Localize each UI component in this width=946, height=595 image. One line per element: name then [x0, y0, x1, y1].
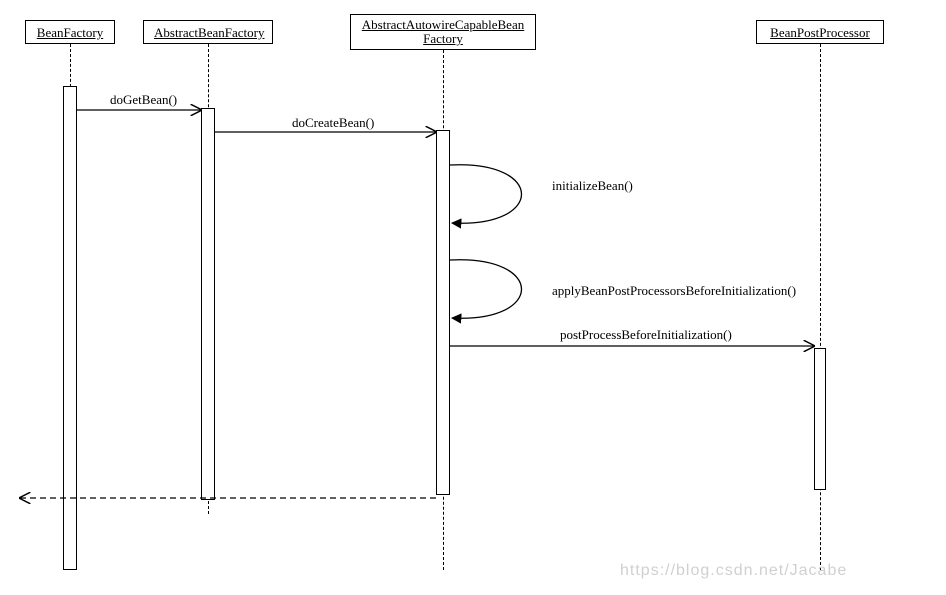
- lifeline-p4: [820, 44, 821, 570]
- participant-box-abstract-bean-factory: AbstractBeanFactory: [143, 20, 273, 44]
- participant-box-bean-post-processor: BeanPostProcessor: [756, 20, 884, 44]
- msg-label-post-process-before-init: postProcessBeforeInitialization(): [560, 327, 732, 343]
- msg-label-do-create-bean: doCreateBean(): [292, 115, 374, 131]
- participant-label: AbstractBeanFactory: [154, 25, 264, 40]
- activation-p1: [63, 86, 77, 570]
- msg-self-initialize-bean: [450, 165, 522, 224]
- msg-label-apply-bpp-before-init: applyBeanPostProcessorsBeforeInitializat…: [552, 283, 796, 299]
- activation-p4: [814, 348, 826, 490]
- diagram-overlay: [0, 0, 946, 595]
- participant-box-bean-factory: BeanFactory: [25, 20, 115, 44]
- activation-p3: [436, 130, 450, 495]
- msg-label-initialize-bean: initializeBean(): [552, 178, 633, 194]
- msg-self-apply-bpp: [450, 260, 522, 319]
- participant-label: BeanPostProcessor: [770, 25, 870, 40]
- participant-box-abstract-autowire-capable-bean-factory: AbstractAutowireCapableBean Factory: [350, 14, 536, 50]
- watermark-text: https://blog.csdn.net/Jacabe: [620, 562, 847, 580]
- activation-p2: [201, 108, 215, 500]
- participant-label: BeanFactory: [37, 25, 103, 40]
- participant-label: AbstractAutowireCapableBean: [362, 17, 524, 32]
- msg-label-do-get-bean: doGetBean(): [110, 92, 177, 108]
- participant-label-line2: Factory: [423, 31, 463, 46]
